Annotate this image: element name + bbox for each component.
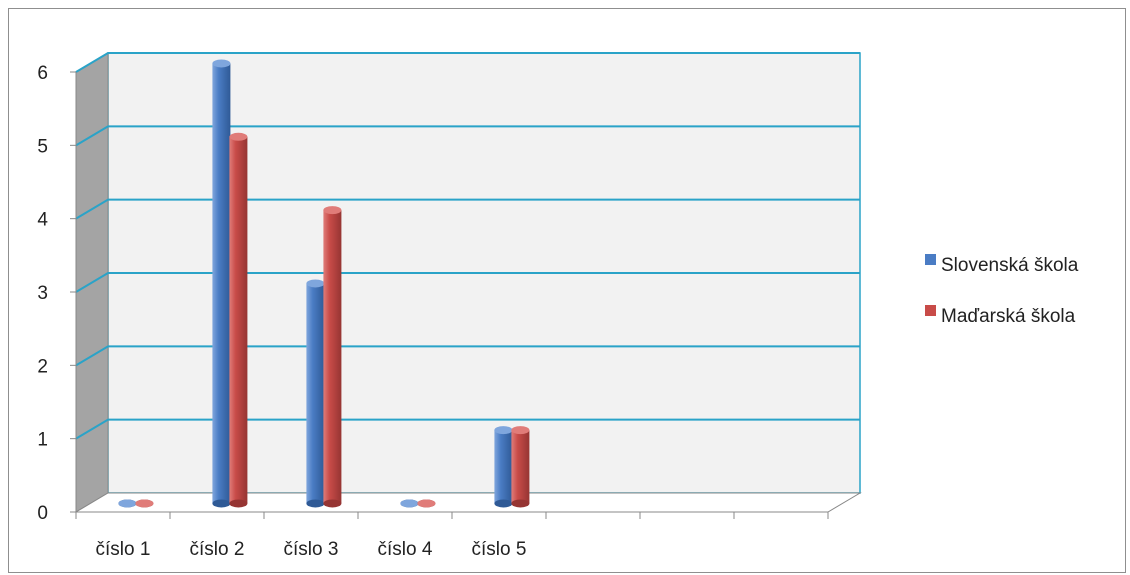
- bar-madarska-4-top: [417, 499, 436, 508]
- bar-slovenska-5-top: [494, 426, 513, 435]
- bar-madarska-3-body: [323, 210, 342, 504]
- bar-slovenska-1-top: [118, 499, 137, 508]
- legend-label-madarska: Maďarská škola: [941, 306, 1076, 327]
- bar-slovenska-2-top: [212, 59, 231, 68]
- legend-swatch-slovenska: [925, 254, 936, 265]
- bar-madarska-1: [135, 499, 154, 508]
- bar-madarska-4: [417, 499, 436, 508]
- gridline: [75, 198, 860, 220]
- x-tick-label: číslo 3: [284, 539, 339, 560]
- y-tick-label: 5: [37, 136, 48, 157]
- bar-slovenska-3: [306, 279, 325, 508]
- legend: Slovenská škola Maďarská škola: [925, 254, 1079, 327]
- gridlines: [75, 52, 860, 440]
- bars: [118, 59, 530, 508]
- floor: [74, 492, 862, 513]
- gridline: [75, 125, 860, 147]
- y-tick-label: 4: [37, 210, 48, 231]
- bar-madarska-2: [229, 132, 248, 508]
- bar-madarska-5: [511, 426, 530, 508]
- bar-slovenska-5-body: [494, 430, 513, 504]
- bar-madarska-2-base: [229, 499, 248, 508]
- bar-madarska-5-body: [511, 430, 530, 504]
- y-tick-label: 3: [37, 283, 48, 304]
- bar-slovenska-4-top: [400, 499, 419, 508]
- axes: [70, 71, 829, 519]
- bar-slovenska-2: [212, 59, 231, 508]
- y-tick-label: 1: [37, 430, 48, 451]
- y-tick-label: 0: [37, 503, 48, 524]
- bar-slovenska-3-body: [306, 283, 325, 504]
- x-axis-labels: číslo 1 číslo 2 číslo 3 číslo 4 číslo 5: [96, 539, 527, 560]
- y-tick-label: 6: [37, 63, 48, 84]
- x-tick-label: číslo 5: [472, 539, 527, 560]
- gridline: [75, 52, 860, 73]
- gridline: [75, 418, 860, 440]
- x-tick-label: číslo 2: [190, 539, 245, 560]
- bar-madarska-3: [323, 206, 342, 508]
- y-axis-labels: 0 1 2 3 4 5 6: [37, 63, 48, 524]
- bar-madarska-1-top: [135, 499, 154, 508]
- bar-madarska-5-base: [511, 499, 530, 508]
- bar-madarska-2-top: [229, 132, 248, 141]
- bar-slovenska-4: [400, 499, 419, 508]
- bar-slovenska-2-base: [212, 499, 231, 508]
- bar-slovenska-2-body: [212, 63, 231, 504]
- gridline: [75, 345, 860, 367]
- bar-slovenska-3-top: [306, 279, 325, 288]
- chart-walls: [74, 52, 862, 513]
- bar-slovenska-3-base: [306, 499, 325, 508]
- bar-madarska-5-top: [511, 426, 530, 435]
- bar-slovenska-5-base: [494, 499, 513, 508]
- y-tick-label: 2: [37, 356, 48, 377]
- bar-madarska-3-base: [323, 499, 342, 508]
- gridline: [75, 272, 860, 293]
- x-tick-label: číslo 4: [378, 539, 433, 560]
- x-tick-label: číslo 1: [96, 539, 151, 560]
- legend-swatch-madarska: [925, 305, 936, 316]
- bar-slovenska-1: [118, 499, 137, 508]
- bar-slovenska-5: [494, 426, 513, 508]
- bar-madarska-3-top: [323, 206, 342, 215]
- bar-madarska-2-body: [229, 136, 248, 504]
- legend-label-slovenska: Slovenská škola: [941, 255, 1079, 276]
